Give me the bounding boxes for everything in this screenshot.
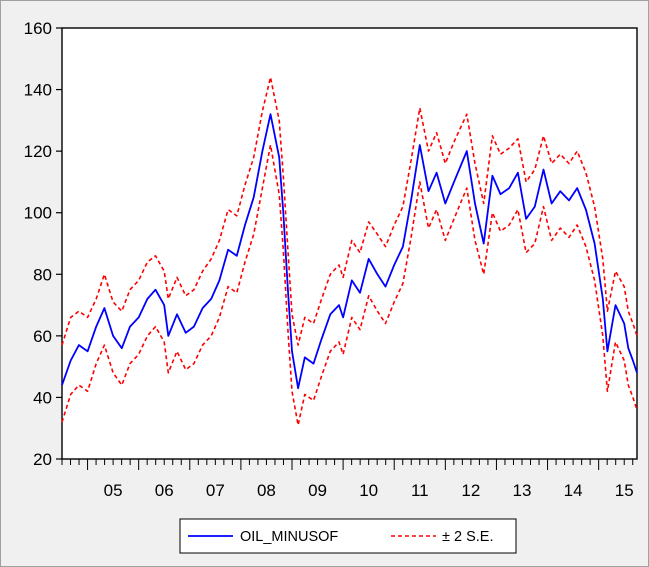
x-tick-label: 08 [257, 481, 276, 500]
x-tick-label: 12 [461, 481, 480, 500]
y-tick-label: 40 [33, 388, 52, 407]
legend-label-se-band: ± 2 S.E. [442, 529, 493, 545]
x-tick-label: 14 [564, 481, 583, 500]
x-axis: 05 06 07 08 09 10 11 12 13 14 15 [61, 459, 634, 500]
y-tick-label: 20 [33, 450, 52, 469]
y-tick-label: 160 [24, 19, 52, 38]
legend-box [179, 518, 517, 554]
y-tick-label: 80 [33, 265, 52, 284]
plot-area [61, 27, 638, 460]
x-tick-label: 07 [206, 481, 225, 500]
y-tick-label: 60 [33, 327, 52, 346]
y-tick-label: 120 [24, 142, 52, 161]
y-axis: 20 40 60 80 100 120 140 160 [24, 19, 62, 469]
y-tick-label: 100 [24, 204, 52, 223]
x-tick-label: 13 [513, 481, 532, 500]
x-tick-label: 05 [104, 481, 123, 500]
x-tick-label: 06 [155, 481, 174, 500]
y-tick-label: 140 [24, 81, 52, 100]
series-se-band-upper [61, 76, 638, 346]
series-se-band-lower [61, 144, 638, 426]
x-tick-label: 15 [615, 481, 634, 500]
x-tick-label: 11 [411, 481, 429, 500]
x-tick-label: 10 [359, 481, 378, 500]
series-oil-minusof [61, 113, 638, 390]
legend: OIL_MINUSOF ± 2 S.E. [179, 518, 517, 554]
legend-label-oil-minusof: OIL_MINUSOF [240, 529, 338, 545]
series-layer [61, 76, 638, 426]
x-tick-label: 09 [308, 481, 327, 500]
